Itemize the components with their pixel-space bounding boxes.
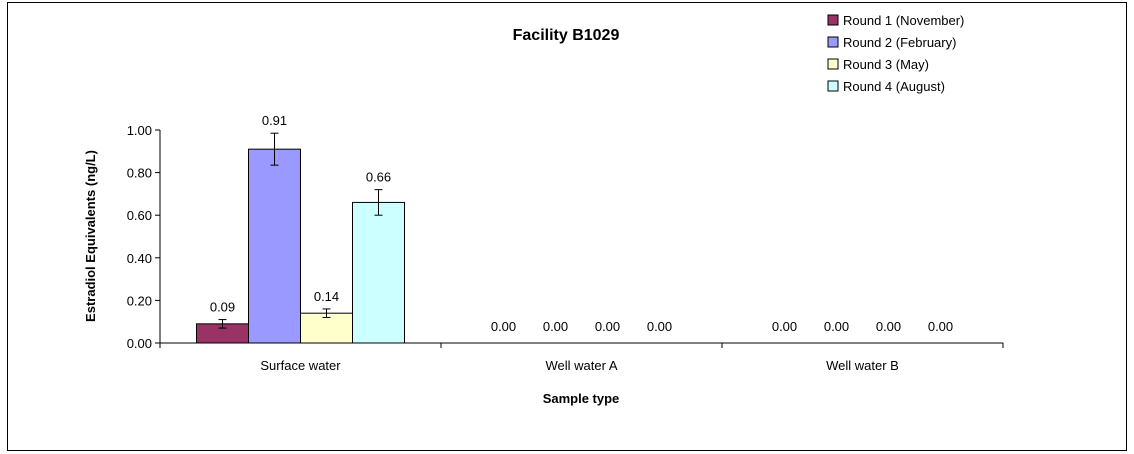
legend: Round 1 (November) Round 2 (February) Roun… (827, 13, 964, 94)
y-tick-label: 0.40 (127, 251, 152, 266)
y-tick-label: 0.60 (127, 208, 152, 223)
data-label: 0.00 (543, 319, 568, 334)
y-tick-label: 0.20 (127, 293, 152, 308)
data-label: 0.00 (928, 319, 953, 334)
data-label: 0.00 (876, 319, 901, 334)
data-label: 0.14 (314, 289, 339, 304)
y-tick-label: 0.00 (127, 336, 152, 351)
y-tick-label: 1.00 (127, 123, 152, 138)
x-tick-label: Surface water (260, 358, 341, 373)
plot-area: 0.00 0.20 0.40 0.60 0.80 1.00 Surface water Wel… (127, 113, 1004, 373)
legend-swatch (827, 58, 839, 70)
data-label: 0.00 (491, 319, 516, 334)
bar-chart: Facility B1029 Estradiol Equivalents (ng… (83, 13, 1004, 406)
x-axis-title: Sample type (543, 391, 620, 406)
chart-title: Facility B1029 (513, 27, 620, 44)
data-label: 0.09 (210, 300, 235, 315)
data-label: 0.00 (824, 319, 849, 334)
data-label: 0.91 (262, 113, 287, 128)
legend-label: Round 3 (May) (843, 57, 929, 72)
legend-swatch (827, 36, 839, 48)
data-label: 0.00 (772, 319, 797, 334)
legend-label: Round 2 (February) (843, 35, 956, 50)
data-label: 0.00 (595, 319, 620, 334)
legend-swatch (827, 80, 839, 92)
x-tick-label: Well water B (826, 358, 899, 373)
data-label: 0.66 (366, 170, 391, 185)
y-axis-title: Estradiol Equivalents (ng/L) (83, 150, 98, 322)
chart-frame: Facility B1029 Estradiol Equivalents (ng… (7, 2, 1127, 451)
bar (248, 148, 301, 344)
x-tick-label: Well water A (545, 358, 617, 373)
legend-label: Round 1 (November) (843, 13, 964, 28)
bar (352, 201, 405, 344)
legend-label: Round 4 (August) (843, 79, 945, 94)
y-tick-label: 0.80 (127, 166, 152, 181)
data-label: 0.00 (647, 319, 672, 334)
legend-swatch (827, 14, 839, 26)
